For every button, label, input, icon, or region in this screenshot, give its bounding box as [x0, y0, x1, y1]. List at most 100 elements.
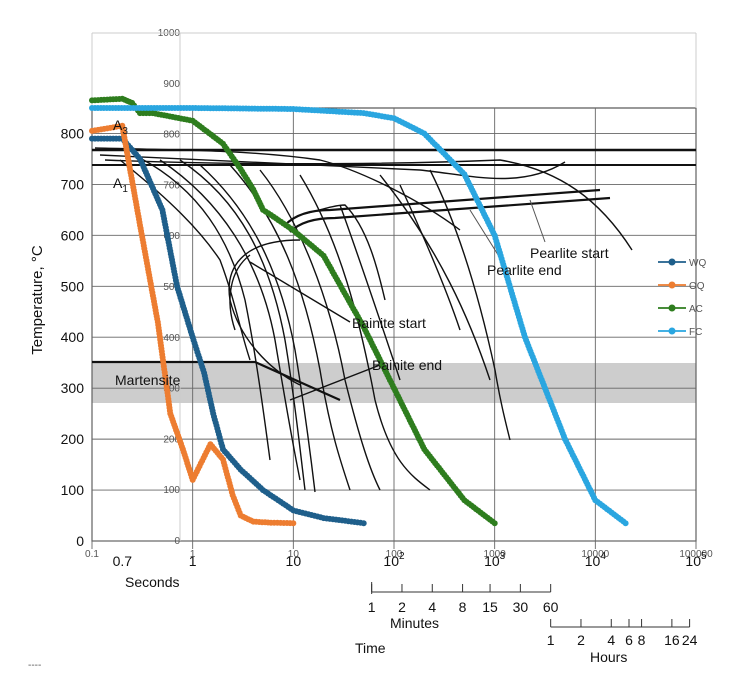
- hours-tick-label: 16: [664, 632, 680, 648]
- ttt-curve: [139, 157, 271, 461]
- x-axis-label-minutes: Minutes: [390, 615, 439, 631]
- ttt-curve: [94, 147, 461, 231]
- x-axis-label-seconds: Seconds: [125, 574, 179, 590]
- y-tick-label: 700: [61, 176, 85, 192]
- annotation-pearlite-end: Pearlite end: [487, 262, 562, 278]
- secondary-y-tick-label: 600: [163, 231, 180, 242]
- legend-marker: [668, 258, 676, 266]
- annotation-a1: A1: [113, 175, 128, 195]
- secondary-y-tick-label: 0: [174, 536, 180, 547]
- hours-tick-label: 1: [547, 632, 555, 648]
- secondary-x-tick-label: 100000: [679, 549, 713, 560]
- leader-line: [469, 209, 501, 259]
- ttt-curve: [339, 204, 401, 381]
- data-point: [360, 520, 367, 527]
- leader-line: [289, 364, 381, 401]
- data-point: [290, 520, 297, 527]
- hours-tick-label: 6: [625, 632, 633, 648]
- secondary-x-tick-label: 100: [386, 549, 403, 560]
- hours-tick-label: 8: [638, 632, 646, 648]
- x-tick-label: 1: [189, 553, 197, 569]
- secondary-x-tick-label: 10: [288, 549, 300, 560]
- secondary-y-tick-label: 100: [163, 485, 180, 496]
- ttt-curve: [199, 164, 316, 493]
- leader-line: [249, 261, 351, 323]
- data-point: [491, 520, 498, 527]
- secondary-x-tick-label: 0.1: [85, 549, 99, 560]
- x-tick-label: 105: [685, 551, 707, 569]
- series-fc: [89, 105, 629, 527]
- legend-label: WQ: [689, 258, 706, 269]
- secondary-y-tick-label: 800: [163, 130, 180, 141]
- y-tick-label: 100: [61, 482, 85, 498]
- legend-item-wq: WQ: [658, 258, 706, 269]
- ttt-curve: [159, 159, 301, 481]
- legend-item-ac: AC: [658, 304, 703, 315]
- legend-label: FC: [689, 327, 702, 338]
- annotations: A3 A1 Martensite Pearlite start Pearlite…: [113, 117, 609, 388]
- ttt-curve: [284, 188, 601, 226]
- minutes-tick-label: 4: [428, 599, 436, 615]
- minutes-tick-label: 2: [398, 599, 406, 615]
- y-tick-label: 600: [61, 227, 85, 243]
- ttt-curves: [92, 147, 696, 493]
- x-tick-label: 0.7: [113, 553, 133, 569]
- annotation-bainite-end: Bainite end: [372, 357, 442, 373]
- ttt-curve: [379, 174, 491, 381]
- secondary-x-tick-label: 1: [190, 549, 196, 560]
- secondary-y-tick-label: 700: [163, 180, 180, 191]
- ttt-curve: [299, 174, 431, 491]
- secondary-y-tick-label: 300: [163, 384, 180, 395]
- ttt-curve: [179, 159, 306, 491]
- series-oq: [89, 122, 297, 527]
- legend-marker: [668, 304, 676, 312]
- minutes-tick-label: 1: [368, 599, 376, 615]
- y-tick-label: 300: [61, 380, 85, 396]
- legend-item-oq: OQ: [658, 281, 705, 292]
- legend-label: OQ: [689, 281, 705, 292]
- legend-marker: [668, 327, 676, 335]
- annotation-bainite-start: Bainite start: [352, 315, 426, 331]
- y-tick-label: 0: [76, 533, 84, 549]
- y-tick-label: 500: [61, 278, 85, 294]
- annotation-pearlite-start: Pearlite start: [530, 245, 609, 261]
- legend: WQ OQ AC FC: [658, 258, 706, 338]
- secondary-y-tick-label: 900: [163, 79, 180, 90]
- x-tick-label: 102: [383, 551, 405, 569]
- hours-tick-label: 2: [577, 632, 585, 648]
- data-point: [622, 520, 629, 527]
- x-axis-label-time: Time: [355, 640, 386, 656]
- martensite-line: [92, 360, 341, 402]
- minutes-tick-label: 30: [513, 599, 529, 615]
- annotation-martensite: Martensite: [115, 372, 181, 388]
- minutes-tick-label: 8: [459, 599, 467, 615]
- minutes-tick-label: 15: [482, 599, 498, 615]
- y-tick-label: 800: [61, 125, 85, 141]
- time-scales: 1 2 4 8 15 30 601 2 4 6 8 16 24: [368, 582, 698, 648]
- secondary-y-tick-label: 500: [163, 282, 180, 293]
- hours-tick-label: 24: [682, 632, 698, 648]
- ttt-curve: [259, 169, 381, 491]
- footer-mark: ----: [28, 660, 41, 671]
- secondary-x-tick-label: 1000: [484, 549, 507, 560]
- x-tick-label: 103: [484, 551, 506, 569]
- secondary-y-tick-label: 200: [163, 434, 180, 445]
- series-wq: [89, 135, 367, 527]
- ttt-curve: [99, 154, 566, 180]
- secondary-y-tick-label: 400: [163, 333, 180, 344]
- hours-tick-label: 4: [607, 632, 615, 648]
- minutes-tick-label: 60: [543, 599, 559, 615]
- leader-line: [529, 199, 546, 243]
- y-tick-label: 400: [61, 329, 85, 345]
- y-axis-label: Temperature, °C: [29, 245, 46, 355]
- x-tick-label: 104: [585, 551, 607, 569]
- legend-marker: [668, 281, 676, 289]
- legend-label: AC: [689, 304, 703, 315]
- ttt-curve: [399, 184, 461, 331]
- annotation-a3: A3: [113, 117, 128, 137]
- y-tick-label: 200: [61, 431, 85, 447]
- series-ac: [89, 95, 498, 527]
- secondary-x-tick-label: 10000: [581, 549, 609, 560]
- legend-item-fc: FC: [658, 327, 702, 338]
- ttt-curve: [119, 159, 251, 361]
